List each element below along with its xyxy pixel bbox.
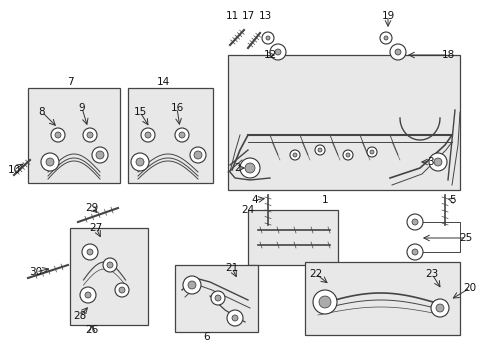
Text: 12: 12	[263, 50, 276, 60]
Circle shape	[318, 296, 330, 308]
Circle shape	[411, 249, 417, 255]
Text: 25: 25	[458, 233, 472, 243]
Text: 4: 4	[251, 195, 258, 205]
Circle shape	[87, 132, 93, 138]
Circle shape	[187, 281, 196, 289]
Circle shape	[83, 128, 97, 142]
Circle shape	[383, 36, 387, 40]
Text: 29: 29	[85, 203, 99, 213]
Circle shape	[317, 148, 321, 152]
Circle shape	[274, 49, 281, 55]
Circle shape	[190, 147, 205, 163]
Circle shape	[366, 147, 376, 157]
Circle shape	[131, 153, 149, 171]
Circle shape	[55, 132, 61, 138]
Text: 21: 21	[225, 263, 238, 273]
Circle shape	[210, 291, 224, 305]
Circle shape	[389, 44, 405, 60]
Text: 20: 20	[463, 283, 476, 293]
Circle shape	[46, 158, 54, 166]
Text: 19: 19	[381, 11, 394, 21]
Circle shape	[435, 304, 443, 312]
Text: 15: 15	[133, 107, 146, 117]
Circle shape	[175, 128, 189, 142]
Circle shape	[226, 310, 243, 326]
Circle shape	[428, 153, 446, 171]
Circle shape	[406, 244, 422, 260]
Circle shape	[433, 158, 441, 166]
Circle shape	[262, 32, 273, 44]
Circle shape	[346, 153, 349, 157]
Circle shape	[183, 276, 201, 294]
Text: 1: 1	[321, 195, 327, 205]
Circle shape	[411, 219, 417, 225]
Circle shape	[119, 287, 125, 293]
Bar	[305, 262, 459, 335]
Circle shape	[312, 290, 336, 314]
Text: 16: 16	[170, 103, 183, 113]
Text: 9: 9	[79, 103, 85, 113]
Circle shape	[136, 158, 143, 166]
Text: 17: 17	[241, 11, 254, 21]
Text: 28: 28	[73, 311, 86, 321]
Text: 24: 24	[241, 205, 254, 215]
Text: 22: 22	[309, 269, 322, 279]
Circle shape	[96, 151, 104, 159]
Circle shape	[41, 153, 59, 171]
Text: 10: 10	[7, 165, 20, 175]
Circle shape	[103, 258, 117, 272]
Circle shape	[80, 287, 96, 303]
Bar	[128, 88, 213, 183]
Circle shape	[145, 132, 151, 138]
Circle shape	[92, 147, 108, 163]
Text: 18: 18	[441, 50, 454, 60]
Circle shape	[394, 49, 400, 55]
Text: 23: 23	[425, 269, 438, 279]
Circle shape	[265, 36, 269, 40]
Text: 2: 2	[234, 163, 241, 173]
Bar	[70, 228, 148, 325]
Circle shape	[107, 262, 113, 268]
Text: 5: 5	[448, 195, 454, 205]
Text: 26: 26	[85, 325, 99, 335]
Circle shape	[314, 145, 325, 155]
Bar	[175, 265, 258, 332]
Circle shape	[87, 249, 93, 255]
Circle shape	[342, 150, 352, 160]
Bar	[247, 210, 337, 265]
Circle shape	[141, 128, 155, 142]
Circle shape	[115, 283, 129, 297]
Text: 13: 13	[258, 11, 271, 21]
Circle shape	[215, 295, 221, 301]
Circle shape	[269, 44, 285, 60]
Circle shape	[82, 244, 98, 260]
Circle shape	[51, 128, 65, 142]
Text: 30: 30	[29, 267, 42, 277]
Text: 11: 11	[225, 11, 238, 21]
Circle shape	[379, 32, 391, 44]
Circle shape	[292, 153, 296, 157]
Circle shape	[85, 292, 91, 298]
Text: 8: 8	[39, 107, 45, 117]
Text: 7: 7	[66, 77, 73, 87]
Circle shape	[244, 163, 254, 173]
Circle shape	[369, 150, 373, 154]
Circle shape	[231, 315, 238, 321]
Bar	[28, 88, 120, 183]
Text: 6: 6	[203, 332, 210, 342]
Circle shape	[240, 158, 260, 178]
Text: 3: 3	[426, 157, 432, 167]
Circle shape	[430, 299, 448, 317]
Bar	[227, 55, 459, 190]
Circle shape	[179, 132, 184, 138]
Text: 27: 27	[89, 223, 102, 233]
Circle shape	[406, 214, 422, 230]
Circle shape	[194, 151, 202, 159]
Text: 14: 14	[156, 77, 169, 87]
Circle shape	[289, 150, 299, 160]
